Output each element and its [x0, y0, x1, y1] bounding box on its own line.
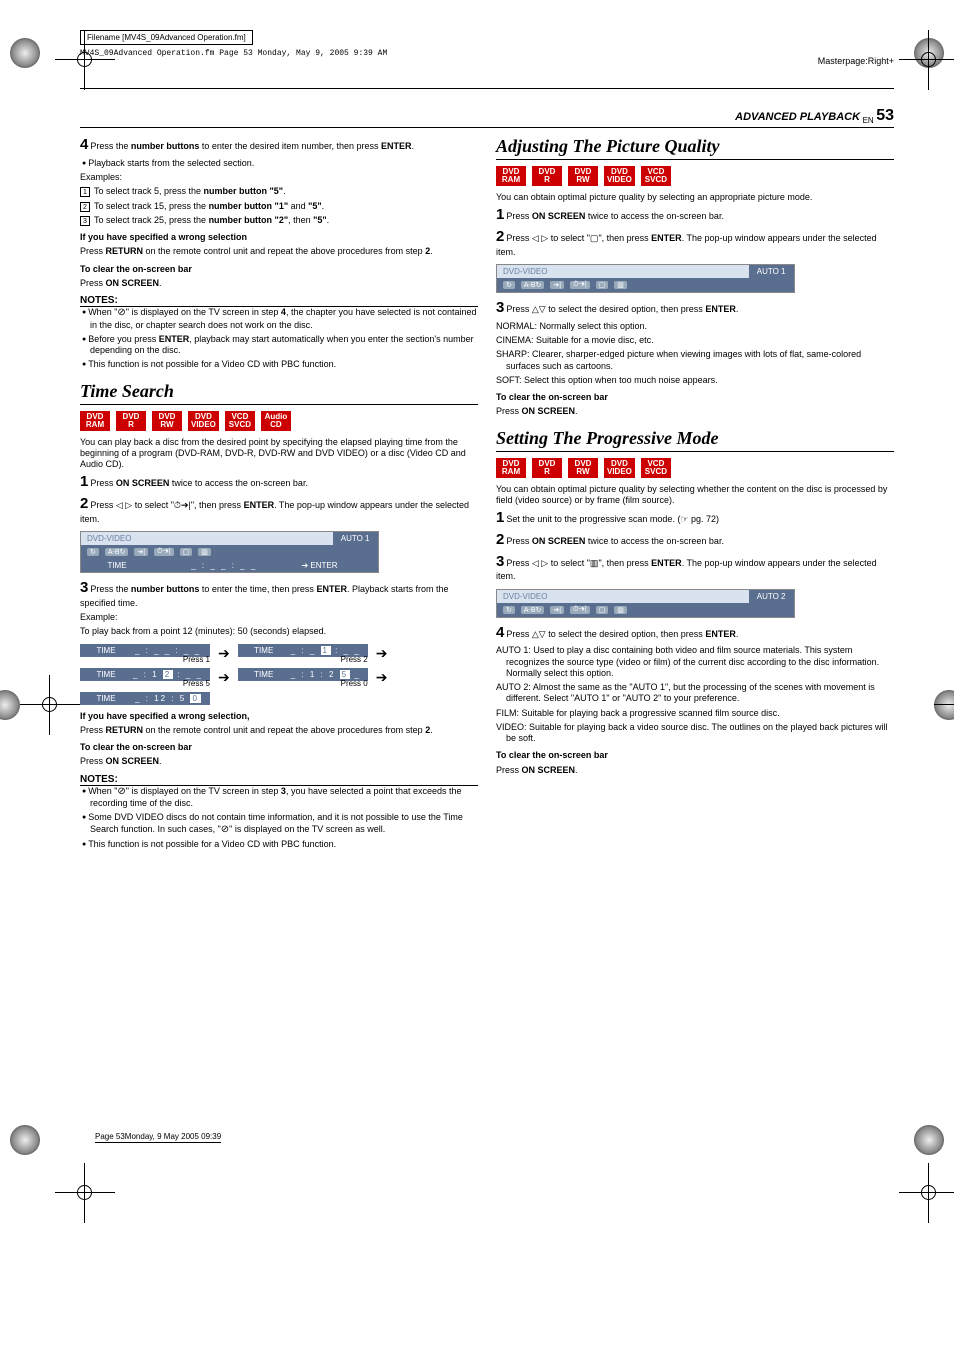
page-header: ADVANCED PLAYBACK EN 53	[80, 107, 894, 125]
section-title: ADVANCED PLAYBACK	[735, 111, 860, 123]
time-search-heading: Time Search	[80, 381, 478, 405]
picture-quality-heading: Adjusting The Picture Quality	[496, 136, 894, 160]
prog-step-4: 4Press △▽ to select the desired option, …	[496, 624, 894, 643]
time-intro: You can play back a disc from the desire…	[80, 437, 478, 471]
osd-bar-prog: DVD-VIDEOAUTO 2 ↻A-B↻➔|⏱➔|▢▥	[496, 589, 795, 618]
prog-step-3: 3Press ◁ ▷ to select "▥", then press ENT…	[496, 553, 894, 583]
example-desc: To play back from a point 12 (minutes): …	[80, 626, 478, 637]
clear-bar-text: Press ON SCREEN.	[80, 278, 478, 289]
pq-step-2: 2Press ◁ ▷ to select "▢", then press ENT…	[496, 228, 894, 258]
clear-bar-heading: To clear the on-screen bar	[80, 264, 478, 275]
note2-2: Some DVD VIDEO discs do not contain time…	[80, 812, 478, 836]
opt-auto1: AUTO 1: Used to play a disc containing b…	[496, 645, 894, 679]
pq-intro: You can obtain optimal picture quality b…	[496, 192, 894, 203]
clear-bar-text-2: Press ON SCREEN.	[80, 756, 478, 767]
opt-normal: NORMAL: Normally select this option.	[496, 321, 894, 332]
wrong-selection-text-2: Press RETURN on the remote control unit …	[80, 725, 478, 736]
clear-bar-text-r2: Press ON SCREEN.	[496, 765, 894, 776]
step-4: 4Press the number buttons to enter the d…	[80, 136, 478, 155]
masterpage-label: Masterpage:Right+	[818, 56, 894, 66]
prog-intro: You can obtain optimal picture quality b…	[496, 484, 894, 507]
opt-cinema: CINEMA: Suitable for a movie disc, etc.	[496, 335, 894, 346]
note-playback-starts: Playback starts from the selected sectio…	[80, 158, 478, 169]
prog-step-2: 2Press ON SCREEN twice to access the on-…	[496, 531, 894, 550]
osd-bar-pq: DVD-VIDEOAUTO 1 ↻A-B↻➔|⏱➔|▢▥	[496, 264, 795, 293]
filename-box: Filename [MV4S_09Advanced Operation.fm]	[80, 30, 253, 45]
note2-1: When "⊘" is displayed on the TV screen i…	[80, 786, 478, 810]
disc-badges-pq: DVDRAM DVDR DVDRW DVDVIDEO VCDSVCD	[496, 166, 894, 186]
lang-code: EN	[863, 116, 874, 125]
example-1: 1To select track 5, press the number but…	[80, 186, 478, 197]
disc-badges: DVDRAM DVDR DVDRW DVDVIDEO VCDSVCD Audio…	[80, 411, 478, 431]
example-3: 3To select track 25, press the number bu…	[80, 215, 478, 226]
opt-film: FILM: Suitable for playing back a progre…	[496, 708, 894, 719]
example-label: Example:	[80, 612, 478, 623]
time-sequence: TIME_ : _ _ : _ _Press 1 ➔ TIME_ : _ 1 :…	[80, 644, 478, 705]
left-column: 4Press the number buttons to enter the d…	[80, 136, 478, 853]
fm-header-line: MV4S_09Advanced Operation.fm Page 53 Mon…	[80, 49, 894, 58]
progressive-heading: Setting The Progressive Mode	[496, 428, 894, 452]
examples-label: Examples:	[80, 172, 478, 183]
wrong-selection-text: Press RETURN on the remote control unit …	[80, 246, 478, 257]
notes-heading-2: NOTES:	[80, 774, 478, 786]
clear-bar-text-r: Press ON SCREEN.	[496, 406, 894, 417]
clear-bar-heading-r: To clear the on-screen bar	[496, 392, 894, 403]
note2-3: This function is not possible for a Vide…	[80, 839, 478, 850]
note-3: This function is not possible for a Vide…	[80, 359, 478, 370]
footer-stamp: Page 53Monday, 9 May 2005 09:39	[95, 1132, 221, 1143]
opt-video: VIDEO: Suitable for playing back a video…	[496, 722, 894, 745]
opt-sharp: SHARP: Clearer, sharper-edged picture wh…	[496, 349, 894, 372]
pq-step-1: 1Press ON SCREEN twice to access the on-…	[496, 206, 894, 225]
opt-auto2: AUTO 2: Almost the same as the "AUTO 1",…	[496, 682, 894, 705]
page-number: 53	[876, 107, 894, 124]
wrong-selection-heading: If you have specified a wrong selection	[80, 232, 478, 243]
pq-step-3: 3Press △▽ to select the desired option, …	[496, 299, 894, 318]
right-column: Adjusting The Picture Quality DVDRAM DVD…	[496, 136, 894, 853]
note-2: Before you press ENTER, playback may sta…	[80, 334, 478, 357]
osd-bar-1: DVD-VIDEOAUTO 1 ↻A-B↻➔|⏱➔|▢▥ TIME_ : _ _…	[80, 531, 379, 573]
opt-soft: SOFT: Select this option when too much n…	[496, 375, 894, 386]
time-step-1: 1Press ON SCREEN twice to access the on-…	[80, 473, 478, 492]
time-step-2: 2Press ◁ ▷ to select "⏱➔|", then press E…	[80, 495, 478, 525]
disc-badges-prog: DVDRAM DVDR DVDRW DVDVIDEO VCDSVCD	[496, 458, 894, 478]
clear-bar-heading-2: To clear the on-screen bar	[80, 742, 478, 753]
prog-step-1: 1Set the unit to the progressive scan mo…	[496, 509, 894, 528]
example-2: 2To select track 15, press the number bu…	[80, 201, 478, 212]
note-1: When "⊘" is displayed on the TV screen i…	[80, 307, 478, 331]
notes-heading: NOTES:	[80, 295, 478, 307]
wrong-selection-heading-2: If you have specified a wrong selection,	[80, 711, 478, 722]
time-step-3: 3Press the number buttons to enter the t…	[80, 579, 478, 609]
clear-bar-heading-r2: To clear the on-screen bar	[496, 750, 894, 761]
